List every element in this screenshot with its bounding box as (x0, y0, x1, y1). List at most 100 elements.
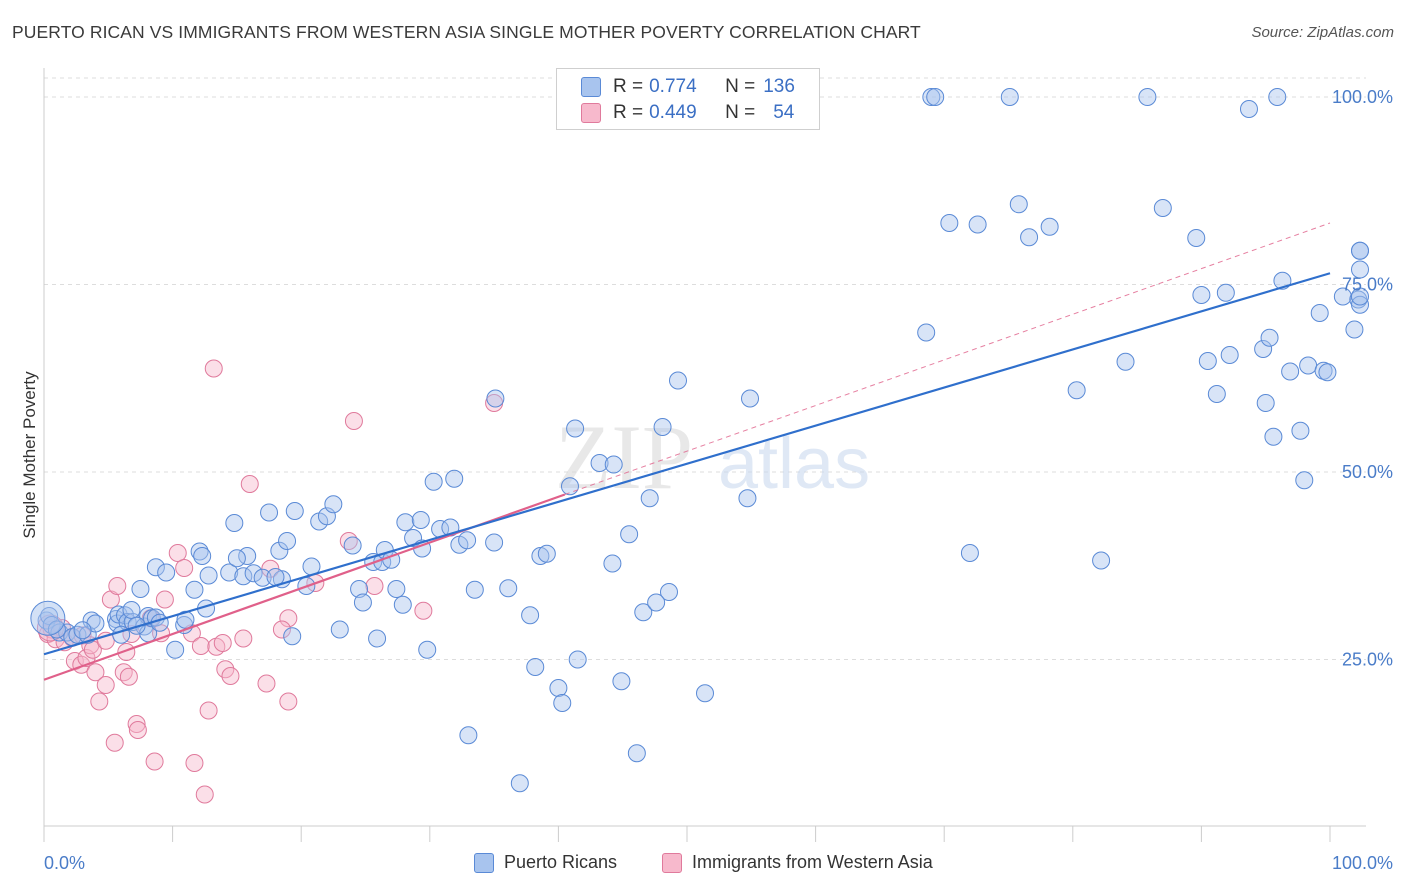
blue-point (1351, 260, 1369, 279)
pink-point (86, 663, 105, 682)
blue-point (157, 563, 176, 582)
pink-point (272, 620, 291, 639)
blue-point (1264, 427, 1283, 446)
blue-point (445, 469, 464, 488)
blue-point (499, 579, 518, 598)
pink-point (414, 601, 433, 620)
blue-point (590, 454, 609, 472)
pink-point (279, 692, 298, 711)
x-tick-label-100: 100.0% (1332, 853, 1393, 873)
blue-point (1345, 320, 1364, 339)
blue-point (131, 580, 150, 598)
blue-point (521, 606, 540, 625)
blue-point (1192, 286, 1211, 304)
legend-item-western-asia[interactable]: Immigrants from Western Asia (662, 852, 933, 873)
blue-trend-line (43, 272, 1331, 656)
pink-point (168, 544, 187, 562)
pink-point (117, 643, 136, 661)
blue-points (30, 88, 1369, 793)
blue-point (1207, 385, 1226, 403)
pink-point (119, 667, 138, 686)
blue-point (234, 567, 253, 586)
blue-point (620, 525, 639, 544)
blue-point (253, 568, 272, 587)
blue-point (526, 658, 545, 676)
pink-point (365, 577, 384, 595)
pink-point (199, 701, 218, 720)
blue-point (612, 672, 631, 691)
blue-point (393, 595, 412, 614)
corr-row-blue: R = 0.774 N = 136 (581, 75, 795, 99)
blue-point (1138, 88, 1157, 106)
blue-point (1198, 352, 1217, 370)
legend-swatch-pink (662, 852, 682, 873)
blue-point (1351, 287, 1369, 306)
x-tick-label-0: 0.0% (44, 853, 85, 873)
trend-lines (43, 222, 1331, 681)
blue-point (603, 554, 622, 573)
chart-title: PUERTO RICAN VS IMMIGRANTS FROM WESTERN … (12, 22, 921, 42)
blue-point (537, 544, 556, 563)
blue-point (1040, 217, 1059, 236)
blue-point (741, 389, 760, 408)
blue-point (922, 88, 941, 106)
blue-point (1220, 346, 1239, 364)
blue-point (566, 419, 585, 438)
blue-point (553, 694, 572, 712)
blue-point (647, 593, 666, 612)
blue-point (387, 580, 406, 598)
corr-swatch-pink (581, 103, 601, 123)
blue-point (424, 472, 443, 491)
pink-point (96, 676, 115, 694)
blue-point (627, 744, 646, 763)
blue-point (244, 564, 263, 583)
blue-point (353, 593, 372, 612)
blue-point (73, 621, 92, 640)
blue-point (220, 563, 239, 582)
corr-r-value: 0.449 (649, 102, 697, 123)
blue-point (285, 502, 304, 520)
pink-point (213, 634, 232, 652)
legend-swatch-blue (474, 852, 494, 873)
y-tick-labels: 25.0% 50.0% 75.0% 100.0% (1332, 87, 1393, 670)
corr-row-pink: R = 0.449 N = 54 (581, 101, 794, 125)
blue-point (404, 529, 423, 547)
corr-n-label: N = (725, 76, 756, 97)
pink-point (221, 667, 240, 685)
blue-point (1310, 304, 1329, 322)
blue-point (1318, 363, 1337, 382)
blue-point (1299, 356, 1318, 375)
blue-point (1254, 340, 1273, 358)
blue-point (640, 489, 659, 508)
y-axis-title: Single Mother Poverty (20, 371, 39, 539)
pink-point (257, 674, 276, 693)
blue-point (324, 495, 343, 514)
blue-point (418, 640, 437, 659)
y-tick-label-75: 75.0% (1342, 275, 1393, 295)
blue-point (283, 627, 302, 646)
blue-point (270, 541, 289, 560)
pink-point (191, 637, 210, 655)
corr-n-value: 54 (773, 102, 795, 123)
blue-point (696, 684, 715, 703)
blue-point (1020, 228, 1039, 247)
y-tick-label-25: 25.0% (1342, 650, 1393, 670)
pink-point (175, 559, 194, 577)
blue-point (960, 544, 979, 562)
corr-r-label: R = (613, 102, 644, 123)
watermark-atlas: atlas (718, 424, 870, 504)
blue-point (1009, 195, 1028, 214)
blue-point (917, 323, 936, 342)
blue-point (1153, 199, 1172, 217)
blue-point (330, 620, 349, 639)
blue-point (560, 477, 579, 496)
blue-point (485, 533, 504, 552)
blue-point (368, 629, 387, 648)
blue-point (185, 580, 204, 599)
y-tick-label-100: 100.0% (1332, 87, 1393, 107)
blue-point (1268, 88, 1287, 106)
blue-point (1281, 362, 1300, 381)
blue-point (604, 455, 623, 474)
legend-item-puerto-ricans[interactable]: Puerto Ricans (474, 852, 617, 873)
